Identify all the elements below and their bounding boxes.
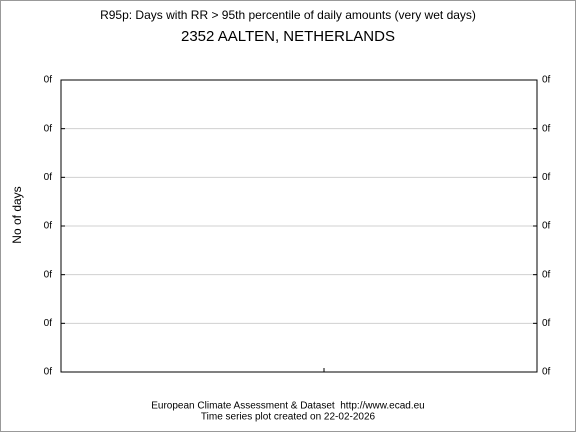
footer-text: Time series plot created on 22-02-2026 (201, 412, 376, 423)
y-axis-label: No of days (10, 186, 24, 243)
y-tick-label: 0f (44, 75, 53, 86)
y2-tick-label: 0f (542, 318, 551, 329)
chart-title: R95p: Days with RR > 95th percentile of … (100, 8, 476, 22)
y2-tick-label: 0f (542, 367, 551, 378)
y2-tick-label: 0f (542, 269, 551, 280)
y2-tick-label: 0f (542, 221, 551, 232)
footer-text: European Climate Assessment & Dataset ht… (151, 401, 424, 412)
y2-tick-label: 0f (542, 123, 551, 134)
y2-tick-label: 0f (542, 172, 551, 183)
y-tick-label: 0f (44, 318, 53, 329)
plot-area (60, 79, 538, 373)
y-tick-label: 0f (44, 123, 53, 134)
y-tick-label: 0f (44, 367, 53, 378)
chart-subtitle: 2352 AALTEN, NETHERLANDS (181, 28, 395, 45)
y2-tick-label: 0f (542, 75, 551, 86)
y-tick-label: 0f (44, 221, 53, 232)
y-tick-label: 0f (44, 269, 53, 280)
y-tick-label: 0f (44, 172, 53, 183)
